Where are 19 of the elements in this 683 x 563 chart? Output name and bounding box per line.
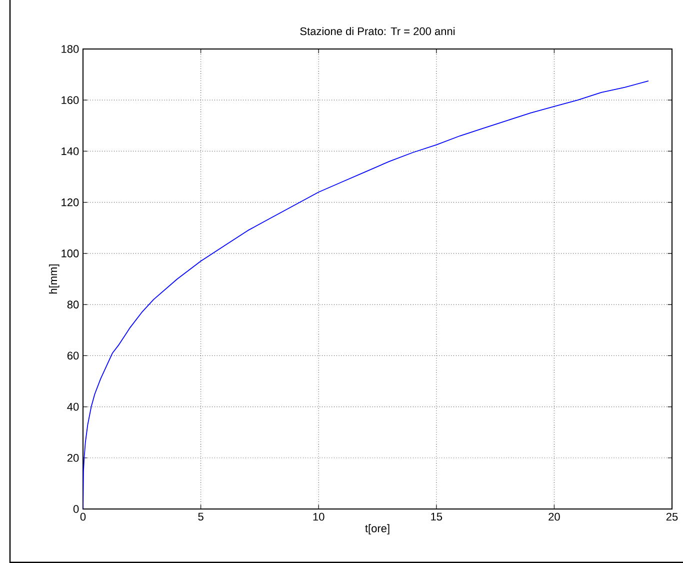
y-tick-label: 80 <box>67 300 79 308</box>
y-tick-label: 20 <box>67 454 79 462</box>
x-tick-label: 10 <box>313 512 324 521</box>
y-tick-label: 100 <box>62 250 79 258</box>
y-axis-title: h[mm] <box>49 264 60 294</box>
x-tick-label: 5 <box>198 512 204 521</box>
y-tick-label: 160 <box>62 96 79 104</box>
y-tick-label: 120 <box>62 198 79 206</box>
chart-title: Stazione di Prato: Tr = 200 anni <box>300 27 455 36</box>
y-tick-label: 180 <box>62 45 79 53</box>
y-tick-label: 40 <box>67 402 79 411</box>
y-tick-label: 0 <box>73 505 79 513</box>
y-tick-label: 60 <box>67 352 79 360</box>
x-tick-label: 25 <box>666 512 678 521</box>
x-tick-label: 15 <box>431 512 442 521</box>
x-tick-label: 20 <box>548 512 560 521</box>
y-tick-label: 140 <box>62 147 79 156</box>
x-axis-title: t[ore] <box>365 524 390 534</box>
x-tick-label: 0 <box>80 512 86 521</box>
